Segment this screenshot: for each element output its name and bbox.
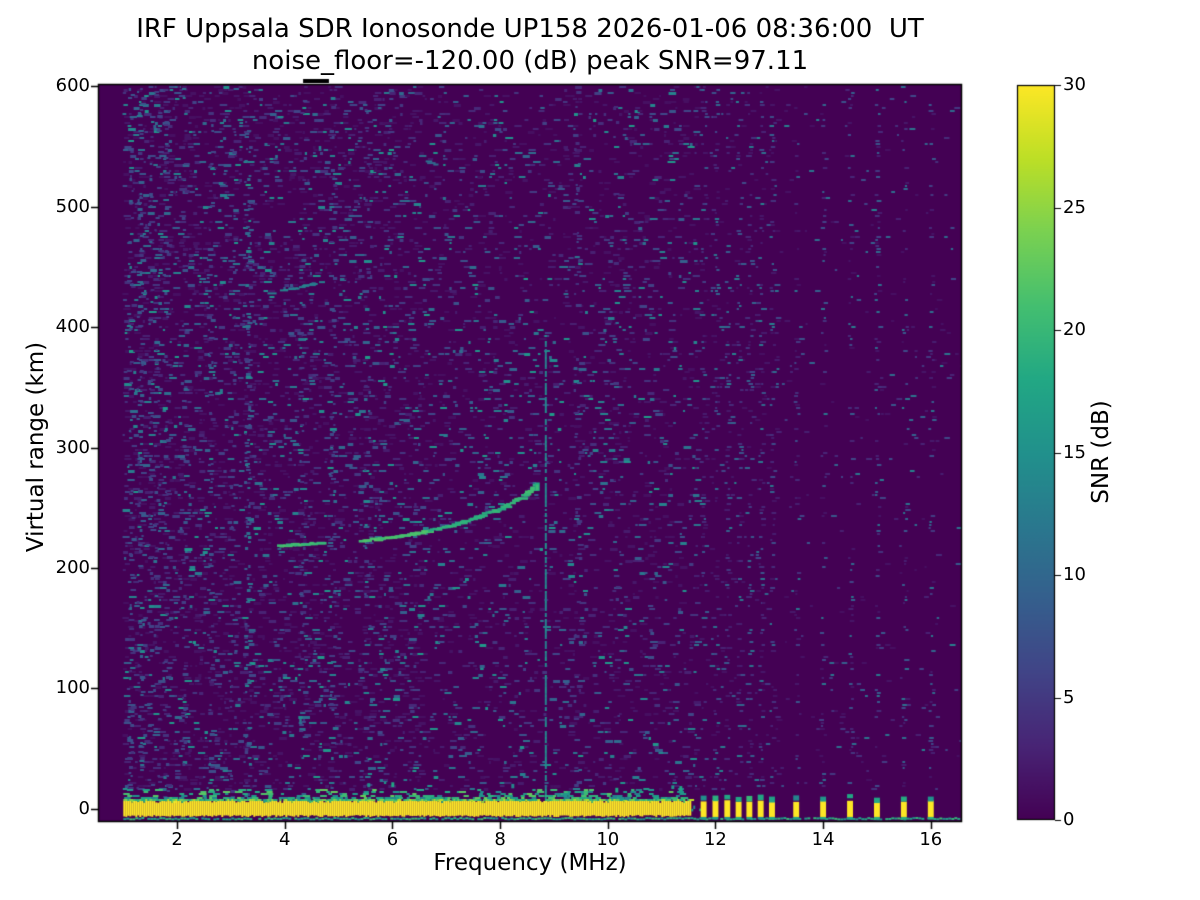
colorbar-tick-label: 30 (1063, 74, 1086, 95)
plot-title-line2: noise_floor=-120.00 (dB) peak SNR=97.11 (251, 46, 809, 76)
x-tick-label: 8 (494, 829, 506, 850)
plot-title-line1: IRF Uppsala SDR Ionosonde UP158 2026-01-… (136, 14, 924, 44)
x-tick-label: 4 (279, 829, 291, 850)
colorbar-tick-label: 0 (1063, 809, 1075, 830)
x-axis-label: Frequency (MHz) (433, 850, 627, 876)
x-tick-label: 14 (811, 829, 835, 850)
y-tick-label: 100 (55, 677, 90, 699)
x-tick-label: 16 (919, 829, 943, 850)
y-tick-label: 600 (55, 75, 90, 97)
colorbar-label: SNR (dB) (1088, 400, 1114, 504)
x-tick-label: 10 (596, 829, 620, 850)
y-tick-label: 400 (55, 316, 90, 338)
y-tick-label: 0 (78, 797, 90, 819)
x-tick-label: 12 (703, 829, 727, 850)
colorbar-tick-label: 25 (1063, 196, 1086, 218)
colorbar-tick-label: 20 (1063, 319, 1086, 340)
colorbar-tick-label: 10 (1063, 564, 1086, 585)
x-tick-label: 2 (171, 829, 183, 850)
y-tick-label: 500 (55, 195, 90, 217)
colorbar-tick-label: 15 (1063, 441, 1086, 463)
colorbar-tick-label: 5 (1063, 686, 1075, 708)
y-tick-label: 200 (55, 557, 90, 578)
x-tick-label: 6 (386, 829, 399, 850)
y-tick-label: 300 (55, 436, 90, 458)
